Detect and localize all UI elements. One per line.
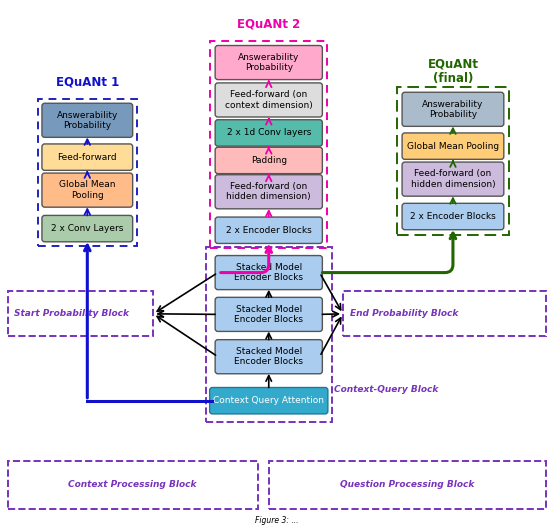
FancyBboxPatch shape <box>215 340 322 374</box>
FancyBboxPatch shape <box>402 162 504 196</box>
Text: End Probability Block: End Probability Block <box>350 309 458 318</box>
FancyBboxPatch shape <box>42 103 132 137</box>
Text: Stacked Model
Encoder Blocks: Stacked Model Encoder Blocks <box>234 305 303 324</box>
FancyBboxPatch shape <box>42 173 132 207</box>
FancyBboxPatch shape <box>215 45 322 80</box>
Text: Global Mean Pooling: Global Mean Pooling <box>407 142 499 150</box>
FancyBboxPatch shape <box>42 144 132 171</box>
FancyBboxPatch shape <box>42 215 132 242</box>
Bar <box>8 460 258 509</box>
FancyBboxPatch shape <box>402 203 504 230</box>
Text: Figure 3: ...: Figure 3: ... <box>255 516 299 525</box>
Text: Context Query Attention: Context Query Attention <box>213 396 324 405</box>
FancyBboxPatch shape <box>402 92 504 126</box>
Text: 2 x Encoder Blocks: 2 x Encoder Blocks <box>410 212 496 221</box>
FancyBboxPatch shape <box>215 175 322 209</box>
Text: Stacked Model
Encoder Blocks: Stacked Model Encoder Blocks <box>234 347 303 366</box>
Text: Feed-forward (on
hidden dimension): Feed-forward (on hidden dimension) <box>411 169 495 189</box>
Text: Global Mean
Pooling: Global Mean Pooling <box>59 181 116 200</box>
Bar <box>269 460 546 509</box>
FancyBboxPatch shape <box>215 83 322 117</box>
Text: 2 x 1d Conv layers: 2 x 1d Conv layers <box>227 128 311 137</box>
Text: Answerability
Probability: Answerability Probability <box>238 53 300 72</box>
Text: Feed-forward (on
hidden dimension): Feed-forward (on hidden dimension) <box>227 182 311 202</box>
Text: EQuANt
(final): EQuANt (final) <box>428 57 479 85</box>
Text: Context Processing Block: Context Processing Block <box>68 480 197 489</box>
Text: Feed-forward (on
context dimension): Feed-forward (on context dimension) <box>225 90 312 110</box>
Bar <box>343 291 546 336</box>
Text: 2 x Conv Layers: 2 x Conv Layers <box>51 224 124 233</box>
FancyBboxPatch shape <box>215 297 322 332</box>
FancyBboxPatch shape <box>209 388 328 414</box>
Bar <box>8 291 153 336</box>
FancyBboxPatch shape <box>215 147 322 174</box>
FancyBboxPatch shape <box>215 217 322 243</box>
Text: Context-Query Block: Context-Query Block <box>335 385 439 394</box>
Text: Answerability
Probability: Answerability Probability <box>422 100 484 119</box>
FancyBboxPatch shape <box>215 256 322 290</box>
Text: Feed-forward: Feed-forward <box>58 153 117 162</box>
Text: 2 x Encoder Blocks: 2 x Encoder Blocks <box>226 226 312 235</box>
FancyBboxPatch shape <box>215 120 322 146</box>
FancyBboxPatch shape <box>402 133 504 159</box>
Text: Question Processing Block: Question Processing Block <box>340 480 475 489</box>
Text: Stacked Model
Encoder Blocks: Stacked Model Encoder Blocks <box>234 263 303 282</box>
Text: Padding: Padding <box>251 156 287 165</box>
Bar <box>206 247 332 422</box>
Text: Answerability
Probability: Answerability Probability <box>57 110 118 130</box>
Text: Start Probability Block: Start Probability Block <box>14 309 129 318</box>
Text: EQuANt 2: EQuANt 2 <box>237 17 300 31</box>
Text: EQuANt 1: EQuANt 1 <box>56 76 119 88</box>
